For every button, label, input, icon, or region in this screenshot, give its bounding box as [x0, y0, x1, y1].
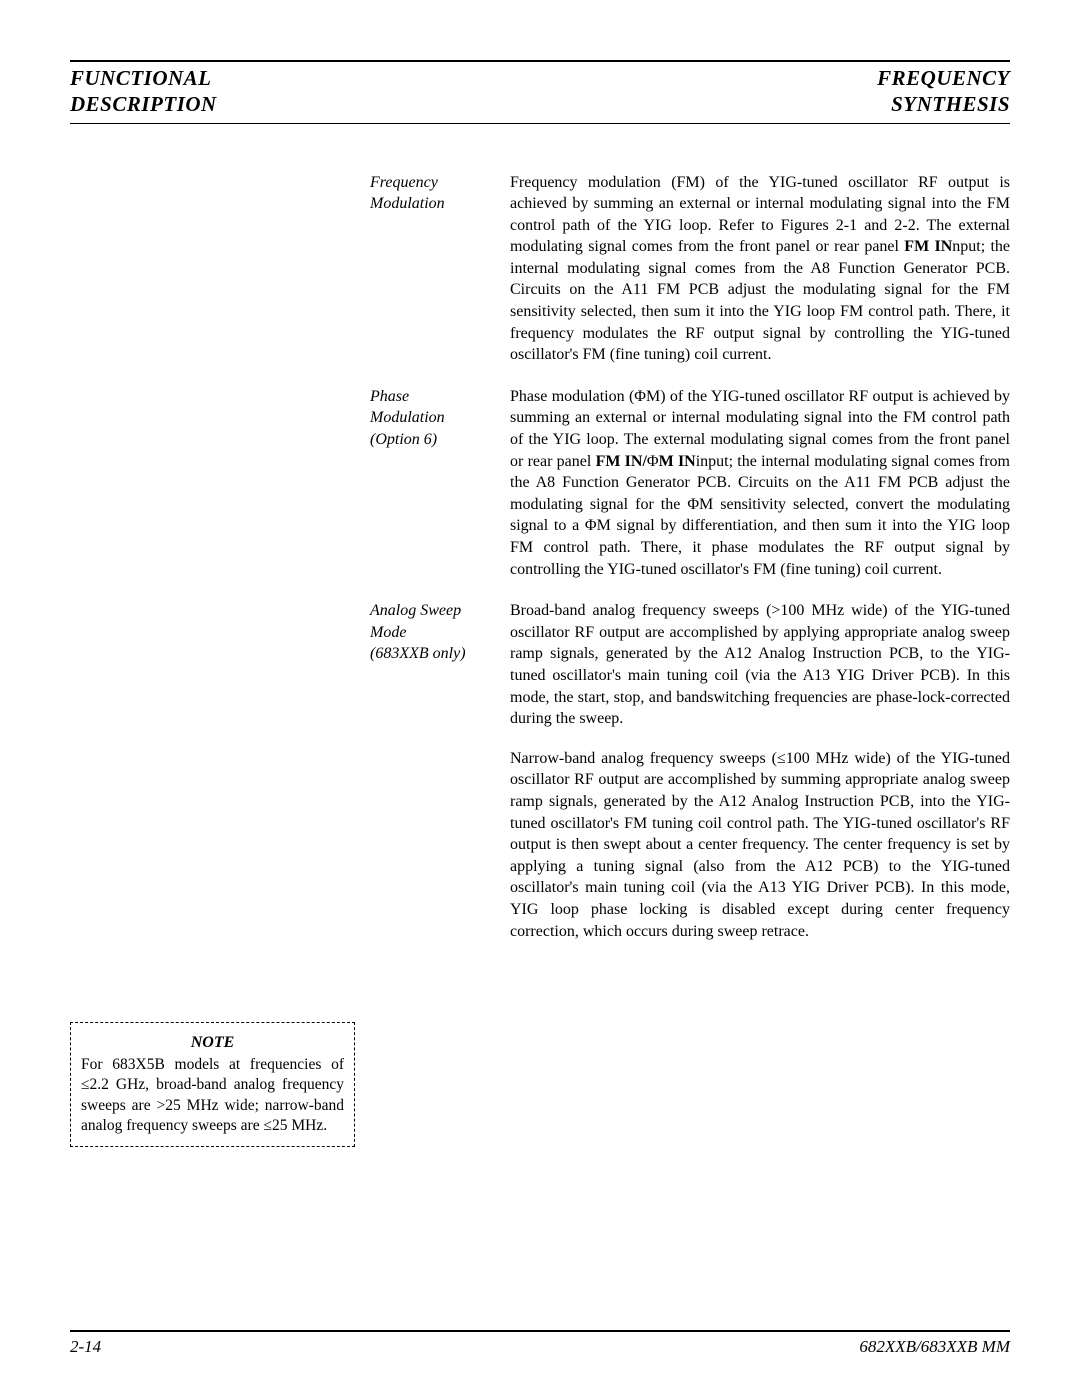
phase-mod-label: Phase Modulation (Option 6) — [370, 386, 510, 580]
page-header: FUNCTIONAL DESCRIPTION FREQUENCY SYNTHES… — [70, 60, 1010, 124]
note-title: NOTE — [81, 1033, 344, 1054]
analog-sweep-paragraph-2: Narrow-band analog frequency sweeps (≤10… — [510, 748, 1010, 942]
section-frequency-modulation: Frequency Modulation Frequency modulatio… — [370, 172, 1010, 366]
phase-mod-label-line2: Modulation — [370, 409, 445, 426]
analog-sweep-label: Analog Sweep Mode (683XXB only) — [370, 600, 510, 942]
analog-sweep-label-line2: Mode — [370, 624, 406, 641]
analog-sweep-body: Broad-band analog frequency sweeps (>100… — [510, 600, 1010, 942]
header-right: FREQUENCY SYNTHESIS — [877, 65, 1010, 118]
note-body: For 683X5B models at frequencies of ≤2.2… — [81, 1055, 344, 1136]
header-right-line2: SYNTHESIS — [877, 91, 1010, 117]
header-left-line2: DESCRIPTION — [70, 91, 217, 117]
analog-sweep-label-line3: (683XXB only) — [370, 645, 466, 662]
footer-manual-id: 682XXB/683XXB MM — [859, 1337, 1010, 1357]
freq-mod-label-line2: Modulation — [370, 195, 445, 212]
header-left: FUNCTIONAL DESCRIPTION — [70, 65, 217, 118]
phase-mod-label-line3: (Option 6) — [370, 431, 437, 448]
page-footer: 2-14 682XXB/683XXB MM — [70, 1330, 1010, 1357]
analog-sweep-label-line1: Analog Sweep — [370, 602, 461, 619]
phase-mod-paragraph: Phase modulation (ΦM) of the YIG-tuned o… — [510, 386, 1010, 580]
right-column: Frequency Modulation Frequency modulatio… — [370, 172, 1010, 963]
freq-mod-label-line1: Frequency — [370, 174, 438, 191]
header-right-line1: FREQUENCY — [877, 65, 1010, 91]
freq-mod-label: Frequency Modulation — [370, 172, 510, 366]
freq-mod-body: Frequency modulation (FM) of the YIG-tun… — [510, 172, 1010, 366]
freq-mod-paragraph: Frequency modulation (FM) of the YIG-tun… — [510, 172, 1010, 366]
note-box: NOTE For 683X5B models at frequencies of… — [70, 1022, 355, 1147]
phase-mod-body: Phase modulation (ΦM) of the YIG-tuned o… — [510, 386, 1010, 580]
section-analog-sweep: Analog Sweep Mode (683XXB only) Broad-ba… — [370, 600, 1010, 942]
left-column: NOTE For 683X5B models at frequencies of… — [70, 172, 370, 963]
section-phase-modulation: Phase Modulation (Option 6) Phase modula… — [370, 386, 1010, 580]
content: NOTE For 683X5B models at frequencies of… — [70, 172, 1010, 963]
header-left-line1: FUNCTIONAL — [70, 65, 217, 91]
phase-mod-label-line1: Phase — [370, 388, 409, 405]
footer-page-number: 2-14 — [70, 1337, 101, 1357]
analog-sweep-paragraph-1: Broad-band analog frequency sweeps (>100… — [510, 600, 1010, 730]
